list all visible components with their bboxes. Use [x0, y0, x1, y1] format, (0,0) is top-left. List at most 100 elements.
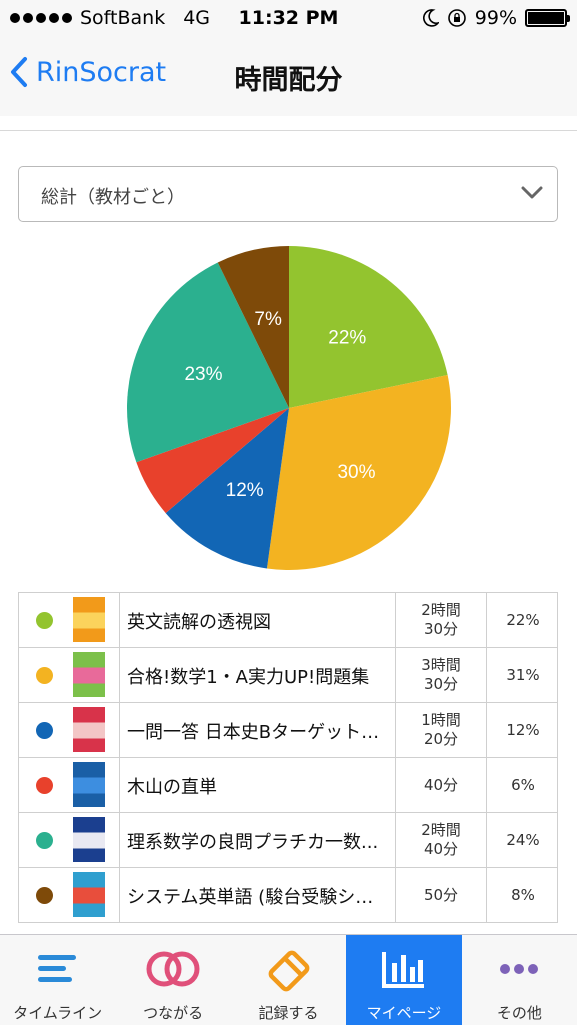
battery-percent: 99%: [474, 7, 517, 29]
study-time-line2: 40分: [423, 840, 459, 858]
study-time-cell: 3時間 30分: [396, 648, 487, 702]
legend-color-dot: [36, 832, 53, 849]
material-name: 合格!数学1・A実力UP!問題集: [127, 667, 370, 688]
thumbnail-cell: [71, 813, 120, 867]
table-row[interactable]: 理系数学の良問プラチカ一数... 2時間 40分 24%: [19, 812, 557, 867]
legend-color-dot: [36, 722, 53, 739]
percentage-cell: 24%: [506, 831, 540, 849]
table-row[interactable]: 英文読解の透視図 2時間 30分 22%: [19, 593, 557, 647]
pie-slice: [289, 246, 448, 408]
status-bar: SoftBank 4G 11:32 PM 99%: [0, 0, 577, 38]
table-row[interactable]: 合格!数学1・A実力UP!問題集 3時間 30分 31%: [19, 647, 557, 702]
legend-cell: [19, 593, 71, 647]
network-type: 4G: [183, 7, 211, 29]
tab-record[interactable]: 記録する: [231, 935, 346, 1025]
signal-strength-icon: [10, 13, 72, 23]
carrier-name: SoftBank: [80, 7, 166, 29]
tab-bar: タイムライン つながる 記録する マイページ その他: [0, 934, 577, 1025]
material-name-cell: 理系数学の良問プラチカ一数...: [119, 813, 396, 867]
material-name-cell: 木山の直単: [119, 758, 396, 812]
percentage-cell: 6%: [511, 776, 535, 794]
thumbnail-cell: [71, 758, 120, 812]
tab-mypage-chart[interactable]: マイページ: [346, 935, 462, 1025]
status-left: SoftBank 4G: [10, 7, 210, 29]
pie-slice: [126, 262, 289, 463]
book-cover-thumbnail: [73, 652, 105, 697]
study-time-cell: 1時間 20分: [396, 703, 487, 757]
book-cover-thumbnail: [73, 872, 105, 917]
status-right: 99%: [422, 7, 570, 29]
rotation-lock-icon: [447, 9, 466, 27]
study-time-line2: 20分: [423, 730, 459, 748]
study-time-cell: 2時間 30分: [396, 593, 487, 647]
study-time-line1: 2時間: [421, 821, 461, 839]
tab-more-dots[interactable]: その他: [462, 935, 577, 1025]
pie-slice: [136, 408, 289, 514]
study-time-line1: 1時間: [421, 711, 461, 729]
study-time-line2: 30分: [423, 620, 459, 638]
material-name-cell: 英文読解の透視図: [119, 593, 396, 647]
dropdown-value: 総計（教材ごと）: [41, 187, 185, 208]
timeline-icon: [0, 949, 115, 993]
material-name: 英文読解の透視図: [127, 612, 271, 633]
percentage-cell: 8%: [511, 886, 535, 904]
tab-label: 記録する: [258, 1004, 319, 1022]
table-row[interactable]: システム英単語 (駿台受験シリ... 50分 8%: [19, 867, 557, 922]
legend-color-dot: [36, 667, 53, 684]
material-name-cell: 一問一答 日本史Bターゲット4...: [119, 703, 396, 757]
study-time-line1: 3時間: [421, 656, 461, 674]
legend-color-dot: [36, 612, 53, 629]
book-cover-thumbnail: [73, 707, 105, 752]
book-cover-thumbnail: [73, 762, 105, 807]
legend-color-dot: [36, 777, 53, 794]
percentage-cell: 22%: [506, 611, 540, 629]
percentage-cell: 12%: [506, 721, 540, 739]
table-row[interactable]: 一問一答 日本史Bターゲット4... 1時間 20分 12%: [19, 702, 557, 757]
pie-slice-label: 30%: [337, 462, 375, 483]
study-time-line1: 2時間: [421, 601, 461, 619]
back-button[interactable]: RinSocrat: [10, 56, 166, 88]
material-name: システム英単語 (駿台受験シリ...: [127, 887, 389, 908]
pie-chart: 22% 30% 12% 23% 7%: [126, 246, 451, 570]
tab-timeline[interactable]: タイムライン: [0, 935, 115, 1025]
material-name-cell: システム英単語 (駿台受験シリ...: [119, 868, 396, 922]
legend-cell: [19, 703, 71, 757]
status-time: 11:32 PM: [238, 7, 339, 29]
pie-slice: [217, 246, 289, 408]
legend-color-dot: [36, 887, 53, 904]
study-time-line1: 50分: [423, 885, 459, 904]
pie-slice: [165, 408, 289, 569]
percentage-cell: 31%: [506, 666, 540, 684]
main-content: 総計（教材ごと） 22% 30% 12% 23% 7% 英文読解の透視図 2時間 30分 22…: [0, 116, 577, 934]
tab-connect[interactable]: つながる: [115, 935, 230, 1025]
pie-slice-label: 23%: [184, 364, 222, 385]
book-cover-thumbnail: [73, 817, 105, 862]
aggregation-dropdown[interactable]: 総計（教材ごと）: [18, 166, 558, 222]
divider: [0, 130, 577, 131]
battery-icon: [525, 9, 570, 27]
back-label: RinSocrat: [36, 56, 167, 88]
study-time-cell: 50分: [396, 868, 487, 922]
page-title: 時間配分: [234, 65, 343, 96]
tab-label: タイムライン: [13, 1004, 103, 1022]
pie-slice: [266, 375, 451, 570]
pie-slice-label: 7%: [254, 309, 282, 330]
study-time-cell: 2時間 40分: [396, 813, 487, 867]
mypage-chart-icon: [346, 949, 461, 993]
study-time-cell: 40分: [396, 758, 487, 812]
legend-cell: [19, 648, 71, 702]
tab-label: マイページ: [366, 1004, 442, 1022]
study-time-line1: 40分: [423, 775, 459, 794]
material-name: 木山の直単: [127, 777, 217, 798]
table-row[interactable]: 木山の直単 40分 6%: [19, 757, 557, 812]
thumbnail-cell: [71, 868, 120, 922]
moon-icon: [422, 9, 439, 27]
legend-cell: [19, 813, 71, 867]
more-dots-icon: [462, 949, 577, 993]
thumbnail-cell: [71, 648, 120, 702]
material-name: 一問一答 日本史Bターゲット4...: [127, 722, 389, 743]
chevron-left-icon: [11, 57, 27, 87]
record-icon: [231, 949, 346, 993]
pie-slice-label: 22%: [328, 327, 366, 348]
legend-cell: [19, 758, 71, 812]
